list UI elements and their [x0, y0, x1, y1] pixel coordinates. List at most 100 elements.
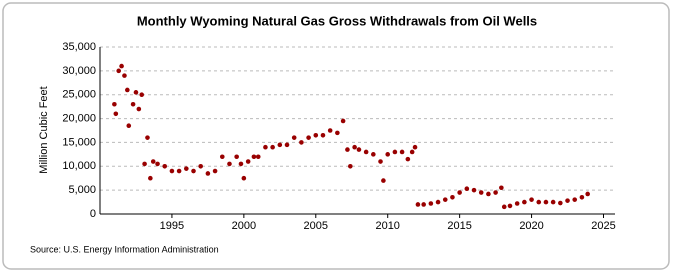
data-point [122, 73, 127, 78]
data-point [306, 135, 311, 140]
data-point [499, 185, 504, 191]
data-point [409, 149, 415, 155]
data-point [150, 159, 156, 164]
x-tick-label: 2025 [591, 220, 615, 232]
y-tick-label: 10,000 [62, 160, 96, 172]
data-point [392, 149, 398, 155]
data-point [421, 202, 426, 207]
y-tick-label: 0 [90, 208, 96, 220]
data-point [176, 168, 182, 174]
data-point [457, 190, 462, 195]
y-tick-label: 35,000 [62, 41, 96, 53]
data-point [112, 101, 117, 107]
y-axis-label: Million Cubic Feet [38, 86, 50, 173]
data-point [345, 147, 350, 152]
y-tick-label: 5,000 [68, 184, 96, 196]
data-point [191, 168, 196, 174]
x-tick-label: 1995 [160, 220, 184, 232]
data-point [352, 144, 357, 150]
data-point [251, 154, 257, 160]
data-point [126, 123, 132, 129]
data-point [507, 203, 513, 209]
data-point [585, 191, 590, 197]
data-point [501, 204, 507, 210]
data-point [399, 149, 405, 155]
data-point [162, 163, 168, 169]
data-point [486, 191, 491, 197]
data-point [212, 168, 218, 174]
data-point [145, 135, 150, 140]
frame [2, 2, 670, 270]
data-point [148, 175, 153, 181]
data-point [565, 198, 570, 203]
data-point [234, 154, 239, 160]
data-point [270, 144, 275, 150]
data-point [142, 161, 147, 167]
data-point [348, 163, 353, 169]
data-point [139, 92, 145, 98]
data-point [428, 201, 434, 206]
data-point [415, 202, 421, 207]
data-point [493, 190, 498, 195]
data-point [450, 195, 455, 200]
data-point [116, 68, 122, 74]
data-point [371, 152, 376, 157]
data-point [579, 195, 585, 200]
data-point [381, 178, 386, 183]
x-tick-label: 2020 [519, 220, 543, 232]
data-point [205, 171, 211, 176]
data-point [184, 166, 189, 171]
data-point [263, 144, 268, 150]
data-point [277, 142, 283, 148]
data-point [125, 87, 130, 93]
data-point [320, 132, 326, 138]
y-tick-label: 20,000 [62, 112, 96, 124]
data-point [385, 152, 391, 157]
data-point [133, 90, 139, 95]
data-point [241, 175, 247, 181]
x-tick-label: 2010 [375, 220, 399, 232]
source: Source: U.S. Energy Information Administ… [30, 244, 219, 254]
y-tick-label: 15,000 [62, 136, 96, 148]
data-point [155, 161, 160, 167]
data-point [356, 147, 362, 152]
data-point [335, 130, 340, 136]
data-point [227, 161, 232, 167]
data-point [464, 186, 470, 192]
data-point [284, 142, 290, 148]
data-point [522, 199, 527, 205]
data-point [245, 159, 251, 164]
data-point [405, 156, 411, 162]
x-tick-label: 2000 [232, 220, 256, 232]
data-point [412, 144, 418, 150]
data-point [442, 197, 448, 202]
data-point [313, 132, 319, 138]
y-tick-label: 25,000 [62, 89, 96, 101]
data-point [471, 187, 477, 193]
data-point [572, 197, 578, 202]
x-tick-label: 2005 [304, 220, 328, 232]
data-point [543, 199, 549, 205]
data-point [291, 135, 297, 140]
x-tick-label: 2015 [447, 220, 471, 232]
data-point [299, 140, 304, 145]
data-point [327, 128, 333, 133]
data-point [169, 168, 175, 174]
data-point [136, 106, 142, 112]
data-point [378, 159, 383, 164]
data-point [238, 161, 244, 167]
data-point [219, 154, 225, 160]
data-point [478, 190, 484, 195]
data-point [558, 200, 563, 206]
data-point [435, 199, 441, 205]
data-point [363, 149, 369, 155]
data-point [198, 163, 203, 169]
data-point [550, 199, 556, 205]
data-point [113, 111, 119, 117]
chart-title: Monthly Wyoming Natural Gas Gross Withdr… [137, 13, 537, 28]
data-point [130, 101, 136, 107]
data-point [529, 197, 534, 202]
data-point [255, 154, 261, 160]
y-tick-label: 30,000 [62, 65, 96, 77]
